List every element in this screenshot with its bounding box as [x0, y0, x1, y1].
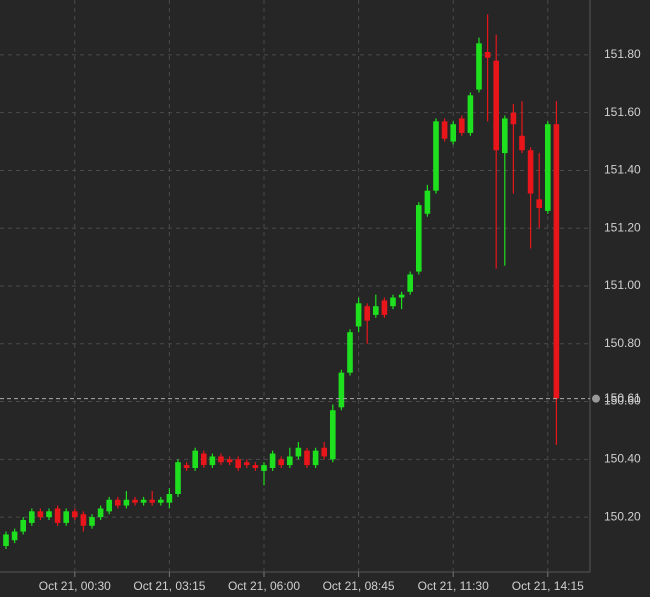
candle-body	[37, 511, 44, 518]
candle-body	[158, 499, 164, 503]
candle-body	[347, 332, 353, 373]
candle-body	[269, 453, 276, 468]
candle-body	[20, 520, 26, 532]
candle-body	[295, 447, 302, 457]
candle-body	[278, 459, 284, 466]
candle-body	[175, 462, 181, 494]
candle-body	[424, 190, 431, 214]
candle-body	[226, 459, 233, 463]
candle-body	[46, 511, 52, 518]
candle-body	[484, 52, 491, 58]
y-tick-label: 151.60	[604, 105, 641, 119]
x-tick-label: Oct 21, 11:30	[418, 579, 489, 593]
x-tick-label: Oct 21, 06:00	[228, 579, 300, 593]
y-tick-label: 151.80	[604, 47, 641, 61]
candle-body	[330, 410, 336, 460]
candle-body	[97, 508, 104, 518]
candle-body	[140, 499, 147, 503]
candle-body	[553, 124, 560, 399]
candle-body	[527, 150, 534, 194]
x-tick-label: Oct 21, 03:15	[133, 579, 205, 593]
candle-body	[209, 456, 216, 466]
candle-body	[321, 447, 327, 457]
candle-body	[502, 118, 508, 154]
candle-body	[183, 465, 190, 468]
candle-body	[11, 531, 18, 541]
candle-body	[123, 499, 130, 506]
candle-body	[287, 456, 293, 466]
candle-body	[441, 121, 448, 139]
y-tick-label: 151.00	[604, 278, 641, 292]
candle-body	[80, 514, 87, 526]
candle-body	[312, 450, 319, 466]
y-tick-label: 150.80	[604, 336, 641, 350]
candle-body	[252, 465, 259, 468]
current-price-label: 150.61	[604, 391, 641, 405]
candle-body	[54, 508, 61, 523]
candle-body	[476, 43, 482, 90]
candle-body	[132, 499, 138, 503]
candle-body	[519, 135, 525, 151]
candle-body	[433, 121, 439, 191]
candle-body	[467, 95, 474, 133]
candle-body	[63, 511, 69, 523]
candle-body	[89, 517, 95, 526]
candle-body	[450, 124, 456, 142]
candle-body	[355, 303, 362, 327]
candle-body	[416, 205, 422, 272]
candle-body	[235, 459, 241, 468]
candle-body	[106, 499, 112, 512]
candle-body	[72, 511, 78, 518]
candle-body	[407, 274, 413, 292]
candle-body	[545, 124, 551, 211]
candle-body	[390, 297, 396, 307]
candle-body	[510, 112, 517, 125]
y-tick-label: 150.20	[604, 509, 641, 523]
candle-body	[459, 118, 465, 133]
candle-body	[149, 499, 155, 503]
candle-body	[304, 450, 310, 466]
candle-body	[201, 453, 207, 466]
y-tick-label: 151.40	[604, 163, 641, 177]
candle-body	[3, 534, 9, 546]
candle-body	[536, 199, 542, 208]
x-tick-label: Oct 21, 08:45	[323, 579, 395, 593]
candle-body	[373, 306, 379, 315]
x-tick-label: Oct 21, 14:15	[512, 579, 584, 593]
candle-body	[398, 294, 405, 298]
candle-body	[166, 494, 173, 503]
x-tick-label: Oct 21, 00:30	[39, 579, 111, 593]
candle-body	[381, 300, 388, 315]
y-tick-label: 150.60	[604, 394, 641, 408]
current-price-dot	[592, 394, 600, 403]
candle-body	[261, 465, 267, 471]
candle-body	[364, 306, 370, 321]
candle-body	[244, 462, 250, 466]
candle-body	[115, 499, 121, 506]
candle-body	[218, 456, 224, 463]
candle-body	[29, 511, 35, 523]
y-tick-label: 151.20	[604, 220, 641, 234]
candle-body	[338, 372, 345, 408]
candle-body	[493, 60, 499, 151]
y-tick-label: 150.40	[604, 452, 641, 466]
candle-body	[192, 450, 198, 468]
